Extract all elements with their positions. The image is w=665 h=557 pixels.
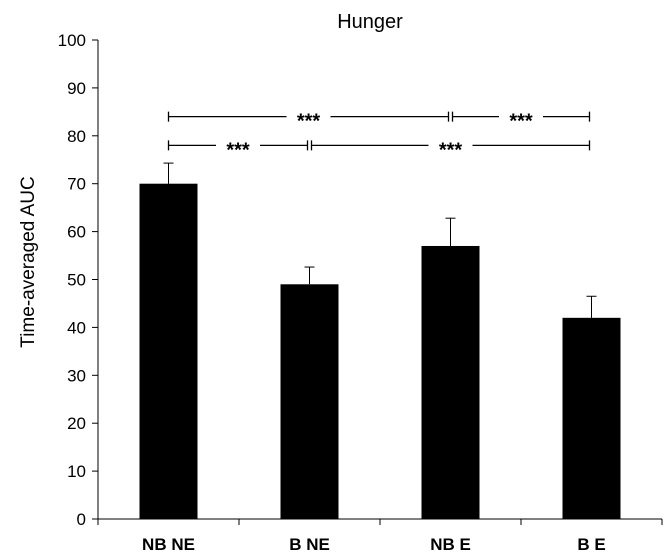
bars: NB NE B NE NB E B E [139, 162, 621, 554]
y-tick-label: 60 [67, 223, 86, 242]
y-tick-label: 30 [67, 366, 86, 385]
significance-label: *** [297, 111, 321, 133]
significance-label: *** [226, 139, 250, 161]
x-tick-label: B E [577, 535, 605, 554]
chart-title: Hunger [337, 11, 403, 33]
y-tick-label: 10 [67, 462, 86, 481]
x-tick-label: NB E [430, 535, 471, 554]
y-tick-label: 20 [67, 414, 86, 433]
y-tick-label: 40 [67, 318, 86, 337]
y-axis-label: Time-averaged AUC [18, 176, 39, 347]
y-tick-label: 50 [67, 271, 86, 290]
significance-brackets: *** *** *** *** [167, 111, 591, 161]
bar [280, 284, 339, 519]
y-tick-label: 90 [67, 79, 86, 98]
bar [421, 245, 480, 519]
bar [562, 317, 621, 519]
y-tick-label: 70 [67, 175, 86, 194]
bar [139, 183, 198, 519]
x-tick-label: NB NE [142, 535, 195, 554]
axes: 0 10 20 30 40 50 60 70 80 90 100 [58, 31, 663, 529]
y-tick-label: 100 [58, 31, 86, 50]
y-tick-label: 80 [67, 127, 86, 146]
significance-label: *** [439, 139, 463, 161]
x-tick-label: B NE [289, 535, 330, 554]
y-tick-label: 0 [77, 510, 86, 529]
significance-label: *** [509, 111, 533, 133]
